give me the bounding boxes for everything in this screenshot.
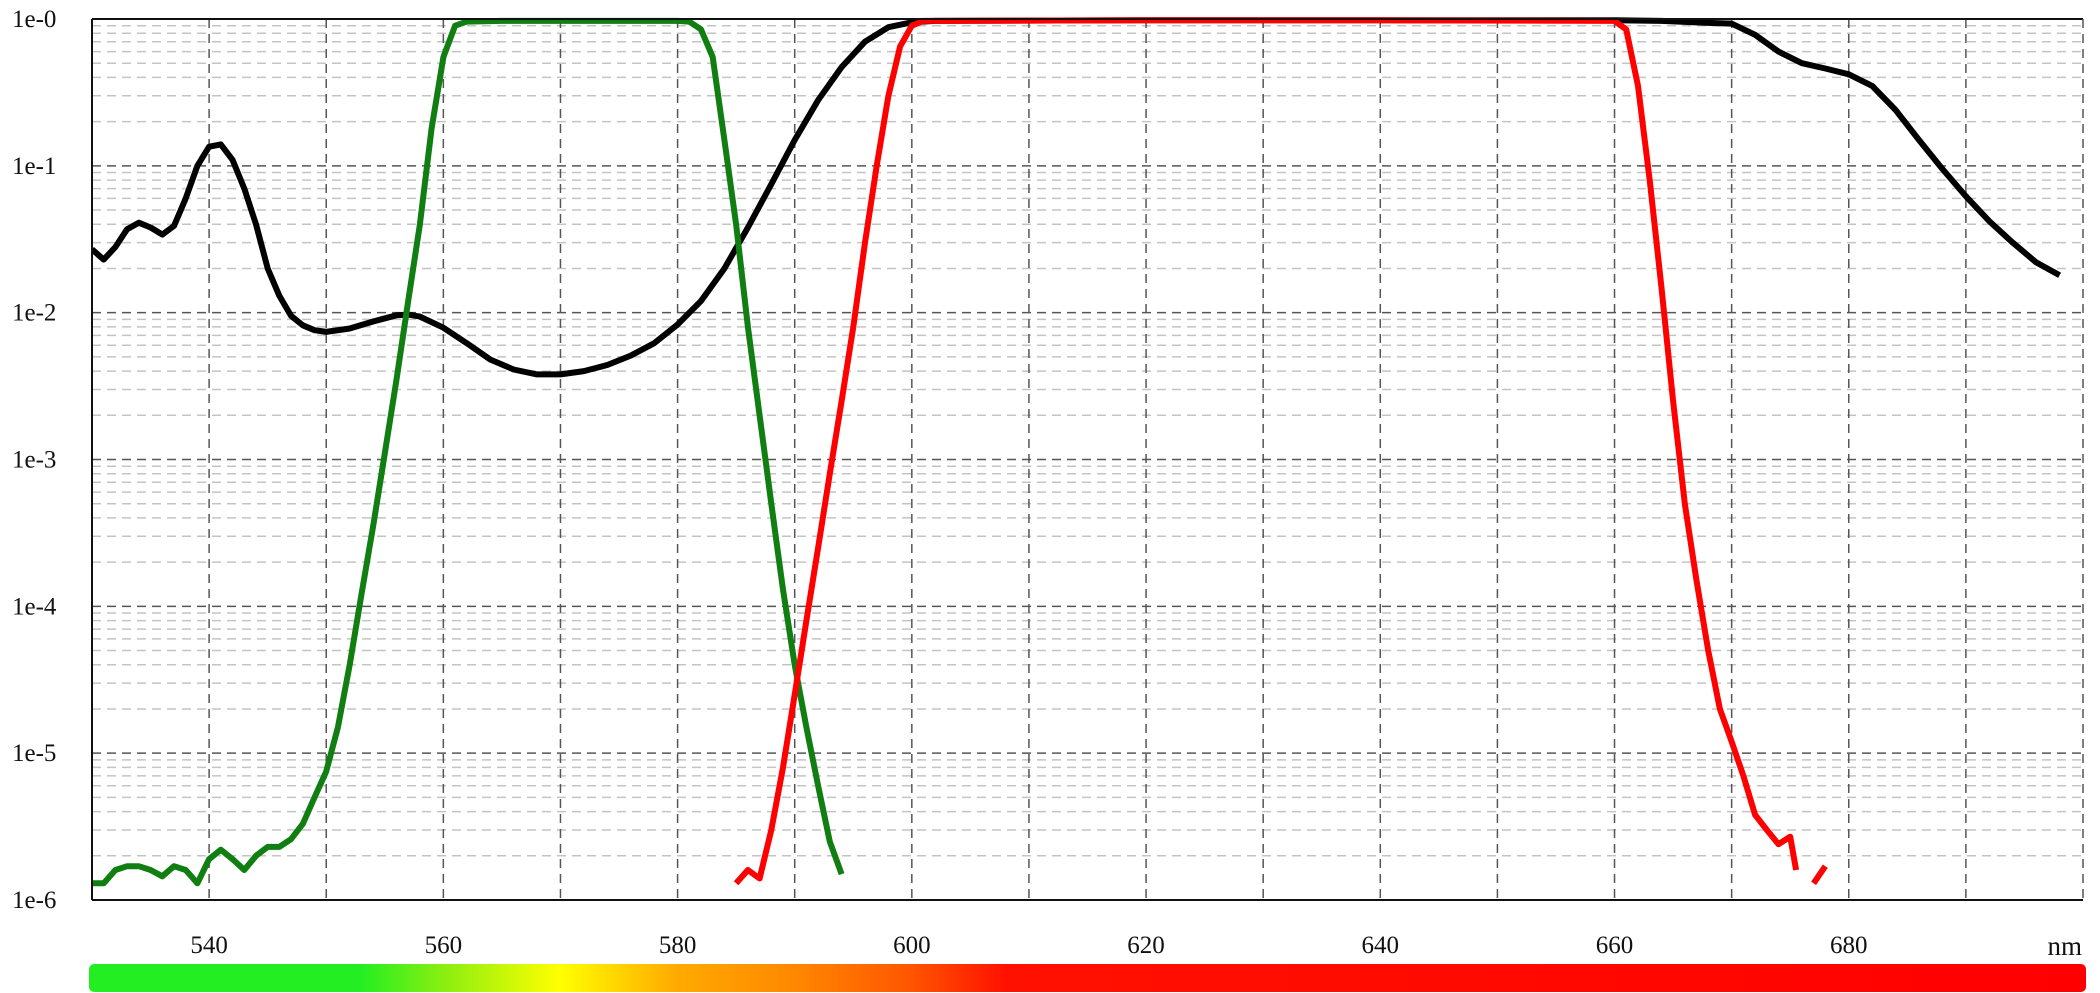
x-tick-label: 640 bbox=[1362, 932, 1400, 959]
y-tick-label: 1e-3 bbox=[12, 447, 56, 474]
y-axis: 1e-0 1e-1 1e-2 1e-3 1e-4 1e-5 1e-6 bbox=[12, 6, 57, 914]
x-tick-label: 580 bbox=[659, 932, 697, 959]
x-axis-label: nm bbox=[2047, 931, 2082, 961]
series-group bbox=[92, 17, 2062, 887]
y-tick-label: 1e-4 bbox=[12, 593, 57, 620]
x-tick-label: 600 bbox=[893, 932, 931, 959]
y-tick-label: 1e-5 bbox=[12, 740, 56, 767]
grid bbox=[92, 18, 2083, 901]
x-axis: 540 560 580 600 620 640 660 680 bbox=[190, 932, 1867, 959]
y-tick-label: 1e-1 bbox=[12, 153, 56, 180]
x-tick-label: 680 bbox=[1830, 932, 1868, 959]
series-line-2 bbox=[92, 17, 845, 887]
spectrum-color-bar bbox=[89, 964, 2086, 992]
x-tick-label: 540 bbox=[190, 932, 228, 959]
x-tick-label: 560 bbox=[425, 932, 463, 959]
y-tick-label: 1e-0 bbox=[12, 6, 56, 33]
series-line-3-part-1 bbox=[733, 17, 1800, 886]
x-tick-label: 660 bbox=[1596, 932, 1634, 959]
y-tick-label: 1e-2 bbox=[12, 300, 56, 327]
plot-frame bbox=[91, 18, 2084, 901]
y-tick-label: 1e-6 bbox=[12, 887, 56, 914]
x-tick-label: 620 bbox=[1127, 932, 1165, 959]
series-line-3-part-2 bbox=[1811, 864, 1828, 885]
series-line-1 bbox=[92, 17, 2062, 378]
